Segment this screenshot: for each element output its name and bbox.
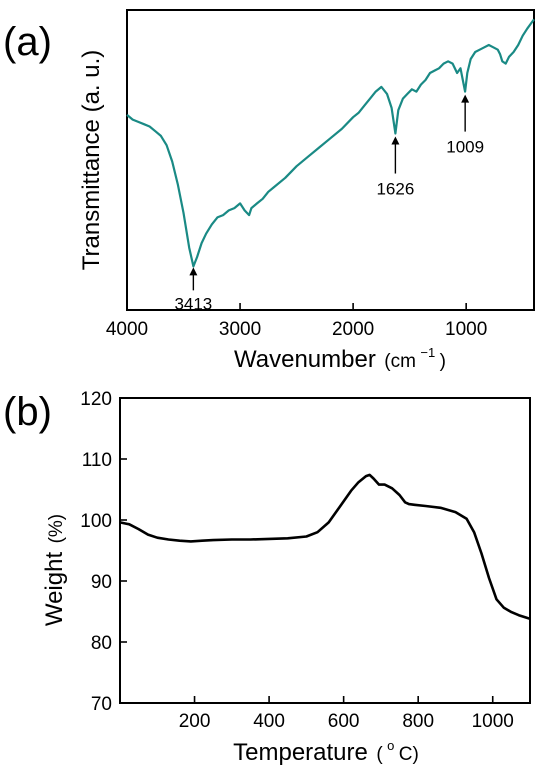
panel-b-x-tick-label: 800 (402, 711, 434, 732)
panel-b-x-axis-label: Temperature ( o C) (233, 737, 419, 766)
panel-b-x-tick-label: 200 (179, 711, 211, 732)
panel-a-y-axis-label: Transmittance (a. u.) (78, 50, 105, 271)
panel-a-peak-annotations: 3413 1626 1009 (174, 94, 484, 313)
panel-a-ftir-chart: (a) 4000 3000 2000 1000 3413 1626 1009 Transm… (3, 9, 535, 373)
panel-b-x-axis-unit-open: ( (376, 744, 383, 765)
panel-a-x-axis-unit-sup: −1 (420, 345, 435, 360)
panel-b-y-axis-unit: (%) (46, 514, 67, 544)
panel-b-y-tick-label: 90 (91, 572, 112, 593)
panel-b-y-tick-label: 110 (82, 450, 112, 471)
panel-b-y-tick-label: 80 (91, 633, 112, 654)
panel-a-series-line (126, 18, 535, 268)
panel-b-x-tick-label: 400 (253, 711, 285, 732)
panel-a-x-ticks: 4000 3000 2000 1000 (106, 303, 487, 340)
panel-b-y-tick-label: 70 (91, 694, 112, 715)
panel-b-x-axis-label-main: Temperature (233, 739, 368, 766)
panel-a-x-axis-label: Wavenumber (cm −1 ) (234, 344, 446, 373)
panel-b-x-tick-label: 1000 (472, 711, 514, 732)
panel-b-series-line (119, 473, 531, 621)
annotation-arrow-head (391, 136, 400, 145)
annotation-label: 3413 (174, 294, 212, 313)
panel-b-y-tick-label: 120 (80, 389, 112, 410)
panel-a-x-axis-label-main: Wavenumber (234, 346, 376, 373)
annotation-label: 1009 (446, 138, 484, 157)
panel-a-x-tick-label: 4000 (106, 319, 148, 340)
panel-b-x-tick-label: 600 (328, 711, 360, 732)
annotation-label: 1626 (376, 180, 414, 199)
panel-b-plot-frame (119, 397, 531, 704)
panel-a-x-tick-label: 3000 (219, 319, 261, 340)
panel-a-x-axis-unit-open: (cm (384, 351, 416, 372)
annotation-arrow-head (461, 94, 470, 103)
panel-b-y-axis-label: Weight (%) (41, 514, 68, 626)
panel-a-x-tick-label: 1000 (445, 319, 487, 340)
panel-a-label: (a) (3, 20, 52, 64)
panel-a-x-axis-unit-close: ) (440, 351, 446, 372)
panel-b-x-axis-unit-sup: o (387, 738, 394, 753)
panel-a-plot-frame (126, 9, 535, 311)
panel-b-x-axis-unit-close: C) (399, 744, 419, 765)
annotation-arrow-head (189, 267, 198, 276)
panel-b-tga-chart: (b) 200 400 600 800 1000 70 80 90 100 110 120 Weig… (3, 389, 531, 766)
panel-b-y-axis-label-main: Weight (41, 552, 68, 627)
panel-a-x-tick-label: 2000 (332, 319, 374, 340)
panel-b-y-tick-label: 100 (80, 511, 112, 532)
panel-b-axis-ticks: 200 400 600 800 1000 70 80 90 100 110 120 (80, 389, 514, 732)
panel-b-label: (b) (3, 390, 52, 434)
